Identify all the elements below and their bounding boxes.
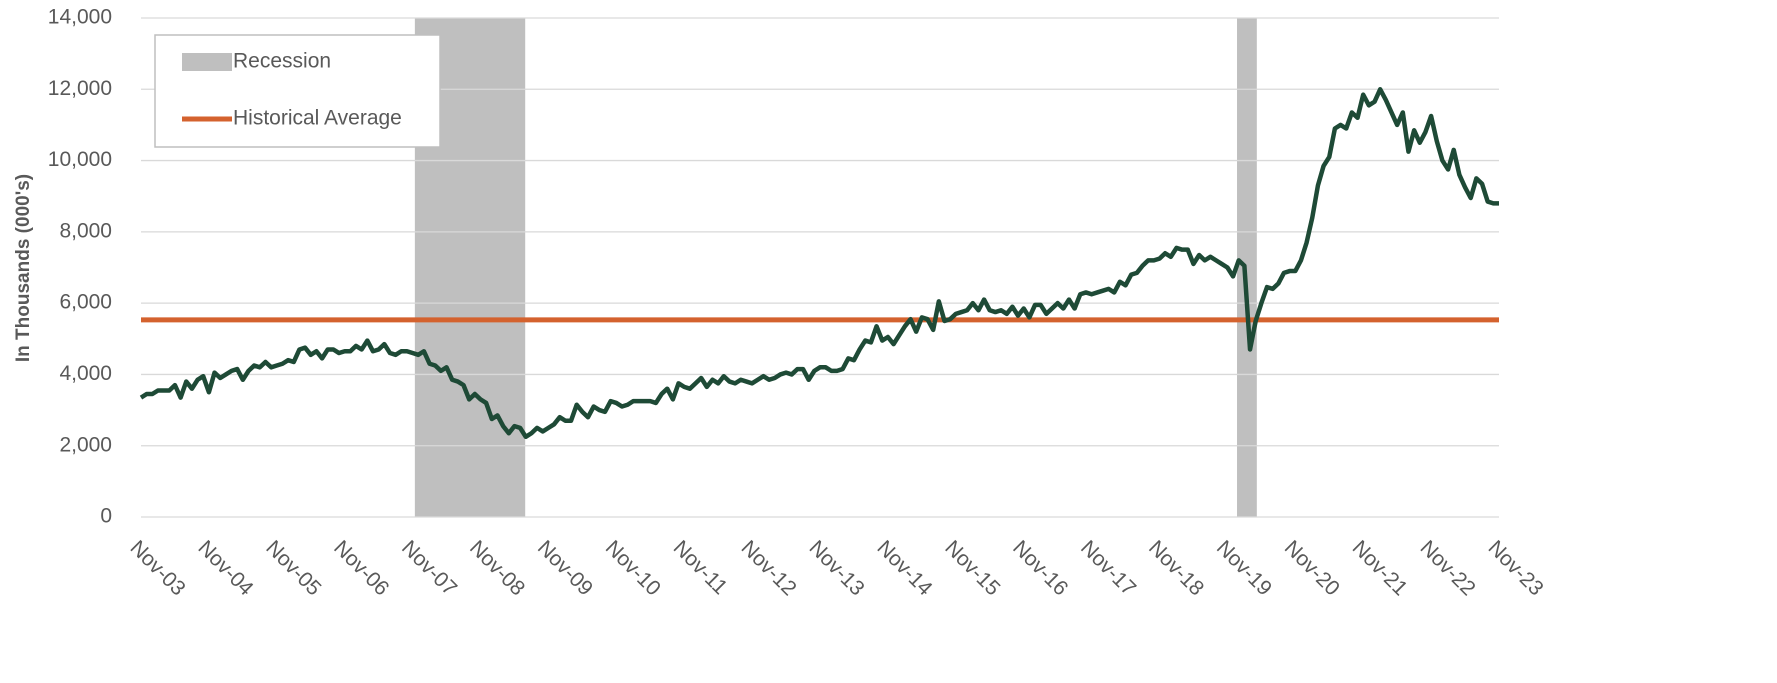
legend-label: Recession [233,50,331,73]
x-tick-label: Nov-16 [1008,536,1072,600]
x-tick-label: Nov-04 [193,536,257,600]
x-tick-label: Nov-20 [1280,536,1344,600]
y-tick-label: 6,000 [59,291,112,314]
x-tick-label: Nov-18 [1144,536,1208,600]
x-tick-label: Nov-09 [533,536,597,600]
y-tick-label: 12,000 [48,77,112,100]
x-tick-label: Nov-11 [669,536,732,599]
y-tick-label: 14,000 [48,6,112,29]
x-tick-label: Nov-03 [126,536,190,600]
recession-band [1237,18,1257,517]
y-tick-label: 0 [100,505,112,528]
x-tick-label: Nov-19 [1212,536,1276,600]
y-tick-label: 2,000 [59,433,112,456]
y-axis-label: In Thousands (000's) [13,174,34,362]
x-tick-label: Nov-10 [601,536,665,600]
y-tick-label: 8,000 [59,219,112,242]
x-tick-label: Nov-14 [872,536,936,600]
x-tick-label: Nov-23 [1484,536,1548,600]
x-tick-label: Nov-13 [805,536,869,600]
x-tick-label: Nov-22 [1416,536,1480,600]
x-tick-label: Nov-07 [397,536,461,600]
y-tick-label: 10,000 [48,148,112,171]
legend-swatch [182,53,232,71]
x-tick-label: Nov-15 [940,536,1004,600]
x-tick-label: Nov-17 [1076,536,1140,600]
x-tick-label: Nov-12 [737,536,801,600]
data-line [139,87,1499,440]
x-tick-label: Nov-06 [329,536,393,600]
y-tick-label: 4,000 [59,362,112,385]
x-tick-label: Nov-05 [261,536,325,600]
legend-label: Historical Average [233,107,402,130]
x-tick-label: Nov-21 [1348,536,1412,600]
x-tick-label: Nov-08 [465,536,529,600]
